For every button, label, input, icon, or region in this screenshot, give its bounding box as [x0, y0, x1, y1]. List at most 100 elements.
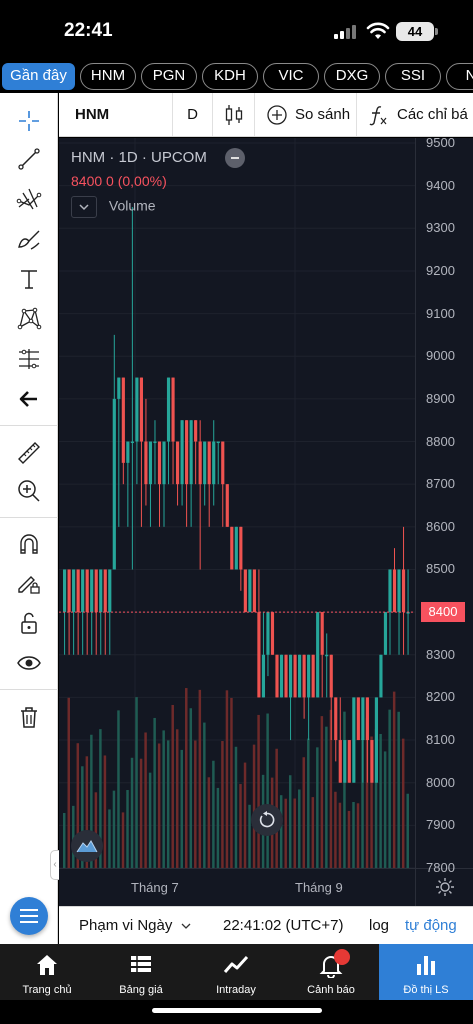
candle-body: [67, 569, 71, 613]
interval-selector[interactable]: D: [173, 93, 213, 136]
volume-bar: [307, 738, 310, 868]
candle-body: [72, 569, 76, 613]
volume-bar: [108, 809, 111, 868]
volume-bar: [225, 690, 229, 868]
volume-bar: [347, 810, 351, 868]
brush-tool[interactable]: [9, 221, 49, 257]
status-time: 22:41: [64, 20, 113, 41]
volume-bar: [397, 711, 400, 868]
tradingview-logo-icon[interactable]: [71, 830, 103, 862]
nav-history-chart[interactable]: Đồ thị LS: [379, 944, 473, 1000]
candle-body: [270, 612, 275, 655]
volume-bar: [189, 708, 193, 868]
magnet-tool[interactable]: [9, 527, 49, 563]
volume-bar: [162, 730, 165, 868]
nav-label: Bảng giá: [119, 984, 163, 996]
function-icon: [369, 106, 387, 126]
price-axis-label: 8500: [426, 561, 455, 577]
chart-plot[interactable]: [59, 138, 473, 906]
indicators-button[interactable]: Các chỉ bá: [357, 93, 473, 136]
candle-body: [90, 569, 94, 613]
volume-bar: [99, 729, 102, 868]
volume-bar: [248, 804, 251, 868]
candle-body: [103, 569, 107, 613]
ticker-chip[interactable]: HNM: [80, 63, 136, 90]
ticker-chip[interactable]: SSI: [385, 63, 441, 90]
nav-label: Đồ thị LS: [403, 984, 449, 996]
ticker-chip[interactable]: KDH: [202, 63, 258, 90]
hide-toolbar-button[interactable]: [9, 381, 49, 417]
volume-bar: [216, 787, 220, 868]
symbol-selector[interactable]: HNM: [59, 93, 173, 136]
candle-body: [216, 441, 220, 444]
ticker-strip: Gần đây HNM PGN KDH VIC DXG SSI N: [0, 60, 473, 92]
volume-bar: [234, 746, 238, 868]
volume-bar: [388, 709, 391, 868]
candle-body: [361, 697, 365, 741]
nav-alerts[interactable]: Cảnh báo: [284, 944, 378, 1000]
ticker-chip[interactable]: VIC: [263, 63, 319, 90]
price-axis-label: 8600: [426, 518, 455, 534]
candle-body: [343, 740, 347, 783]
volume-bar: [302, 757, 306, 868]
date-range-label: Phạm vi Ngày: [79, 917, 173, 934]
price-axis-label: 8800: [426, 433, 455, 449]
text-tool[interactable]: [9, 261, 49, 297]
volume-bar: [221, 741, 224, 868]
volume-bar: [379, 733, 382, 868]
fib-tool[interactable]: [9, 181, 49, 217]
candle-body: [347, 740, 351, 783]
volume-bar: [284, 798, 287, 868]
compare-button[interactable]: So sánh: [255, 93, 357, 136]
volume-bar: [338, 802, 342, 868]
candle-body: [185, 420, 189, 485]
trend-line-tool[interactable]: [9, 141, 49, 177]
volume-bar: [171, 704, 174, 868]
volume-bar: [67, 697, 71, 868]
log-scale-toggle[interactable]: log: [369, 917, 390, 934]
measure-tool[interactable]: [9, 341, 49, 377]
ticker-chip[interactable]: N: [446, 63, 473, 90]
lock-drawings-tool[interactable]: [9, 565, 49, 601]
nav-price-board[interactable]: Bảng giá: [94, 944, 188, 1000]
candle-body: [230, 526, 234, 570]
date-range-selector[interactable]: Phạm vi Ngày: [79, 907, 191, 945]
reset-chart-button[interactable]: [251, 804, 283, 836]
volume-bar: [117, 710, 120, 868]
nav-intraday[interactable]: Intraday: [189, 944, 283, 1000]
gear-icon[interactable]: [435, 877, 455, 897]
volume-bar: [316, 747, 319, 868]
nav-label: Cảnh báo: [307, 984, 355, 996]
candle-body: [194, 420, 198, 442]
ticker-chip[interactable]: DXG: [324, 63, 380, 90]
candle-body: [298, 654, 302, 698]
nav-home[interactable]: Trang chủ: [0, 944, 94, 1000]
arrow-left-icon: [19, 391, 37, 407]
nav-label: Intraday: [216, 984, 256, 996]
volume-bar: [230, 697, 233, 868]
volume-bar: [135, 697, 138, 868]
ruler-tool[interactable]: [9, 435, 49, 471]
pattern-tool[interactable]: [9, 301, 49, 337]
collapse-legend-icon[interactable]: [225, 148, 245, 168]
visibility-tool[interactable]: [9, 645, 49, 681]
price-chart[interactable]: HNM · 1D · UPCOM 8400 0 (0,00%) Volume 9…: [59, 138, 473, 906]
candle-body: [203, 441, 207, 485]
delete-drawings-tool[interactable]: [9, 699, 49, 735]
ticker-chip[interactable]: PGN: [141, 63, 197, 90]
candle-body: [370, 740, 374, 783]
volume-bar: [148, 772, 152, 868]
menu-button[interactable]: [10, 897, 48, 935]
intraday-icon: [223, 955, 249, 973]
pencil-lock-icon: [18, 576, 40, 594]
candle-body: [257, 612, 261, 698]
crosshair-tool[interactable]: [9, 103, 49, 139]
chart-type-button[interactable]: [213, 93, 255, 136]
auto-scale-toggle[interactable]: tự động: [405, 917, 457, 934]
volume-bar: [139, 758, 143, 868]
unlock-tool[interactable]: [9, 605, 49, 641]
ticker-chip-recent[interactable]: Gần đây: [2, 63, 75, 90]
price-board-icon: [131, 956, 151, 972]
chevron-down-icon[interactable]: [71, 196, 97, 218]
zoom-in-tool[interactable]: [9, 473, 49, 509]
